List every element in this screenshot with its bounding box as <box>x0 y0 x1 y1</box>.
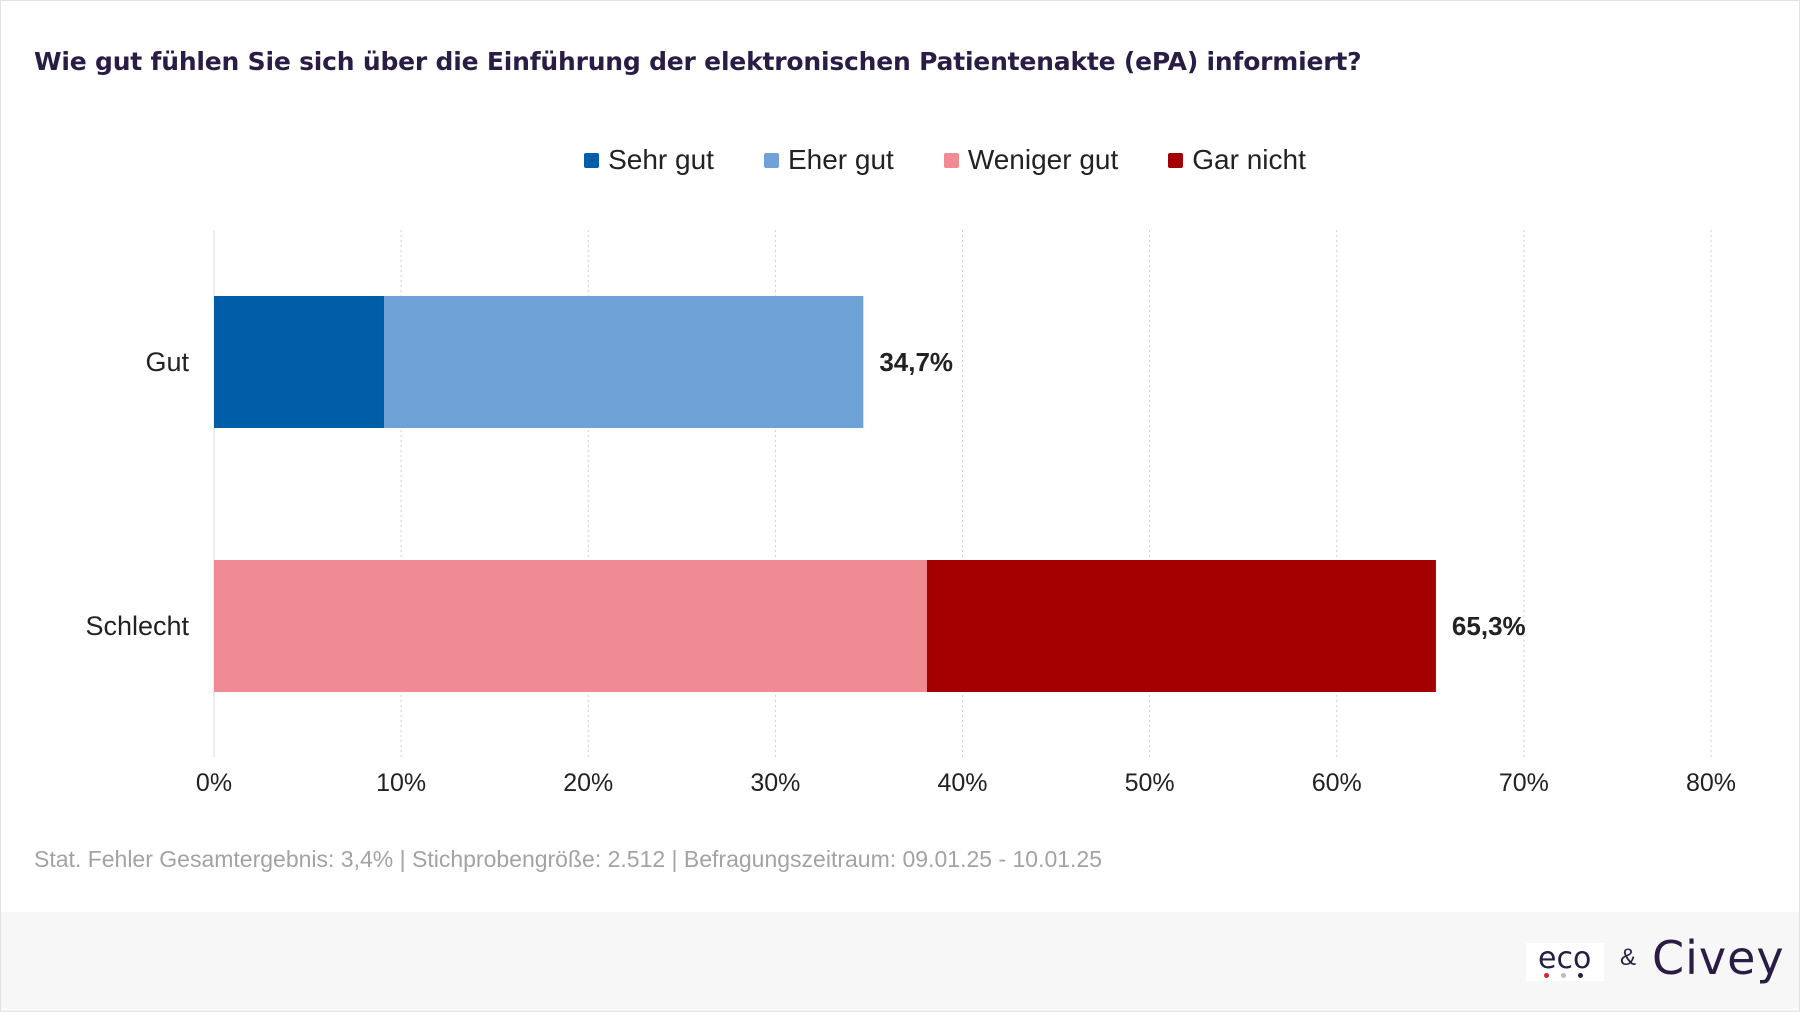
eco-logo-dot <box>1561 973 1566 978</box>
x-tick-label: 20% <box>563 769 613 797</box>
civey-logo: Civey <box>1652 931 1785 985</box>
eco-logo: eco <box>1526 941 1604 981</box>
bar-segment <box>384 296 864 428</box>
legend-item-eher-gut: Eher gut <box>763 144 894 176</box>
chart-title: Wie gut fühlen Sie sich über die Einführ… <box>34 47 1362 76</box>
x-tick-label: 50% <box>1125 769 1175 797</box>
eco-logo-text: eco <box>1538 941 1592 976</box>
legend-item-weniger-gut: Weniger gut <box>943 144 1119 176</box>
bar-chart: 0% 10% 20% 30% 40% 50% 60% 70% 80% Gut 34,7% Schlec… <box>85 230 1736 797</box>
x-tick-label: 40% <box>937 769 987 797</box>
x-tick-label: 60% <box>1312 769 1362 797</box>
x-tick-label: 70% <box>1499 769 1549 797</box>
total-data-label: 65,3% <box>1452 611 1526 641</box>
legend-item-gar-nicht: Gar nicht <box>1168 144 1306 176</box>
legend-label: Eher gut <box>787 144 894 175</box>
ampersand: & <box>1620 944 1637 971</box>
legend-swatch-sehr-gut <box>584 152 600 168</box>
x-tick-label: 10% <box>376 769 426 797</box>
x-tick-label: 0% <box>196 769 232 797</box>
bar-segment <box>926 560 1436 692</box>
legend: Sehr gut Eher gut Weniger gut Gar nicht <box>0 144 1800 176</box>
category-label: Schlecht <box>85 611 189 641</box>
legend-swatch-eher-gut <box>763 152 779 168</box>
footnote: Stat. Fehler Gesamtergebnis: 3,4% | Stic… <box>34 846 1103 872</box>
x-tick-label: 80% <box>1686 769 1736 797</box>
bar-segment <box>214 296 385 428</box>
legend-swatch-gar-nicht <box>1168 152 1184 168</box>
eco-logo-dot <box>1578 973 1583 978</box>
total-data-label: 34,7% <box>879 347 953 377</box>
eco-logo-dot <box>1544 973 1549 978</box>
legend-label: Gar nicht <box>1192 144 1306 175</box>
category-label: Gut <box>145 347 189 377</box>
legend-swatch-weniger-gut <box>943 152 959 168</box>
bar-segment <box>214 560 927 692</box>
legend-item-sehr-gut: Sehr gut <box>584 144 714 176</box>
legend-label: Weniger gut <box>967 144 1119 175</box>
legend-label: Sehr gut <box>608 144 714 175</box>
x-tick-label: 30% <box>750 769 800 797</box>
footer-bar <box>1 912 1799 1011</box>
